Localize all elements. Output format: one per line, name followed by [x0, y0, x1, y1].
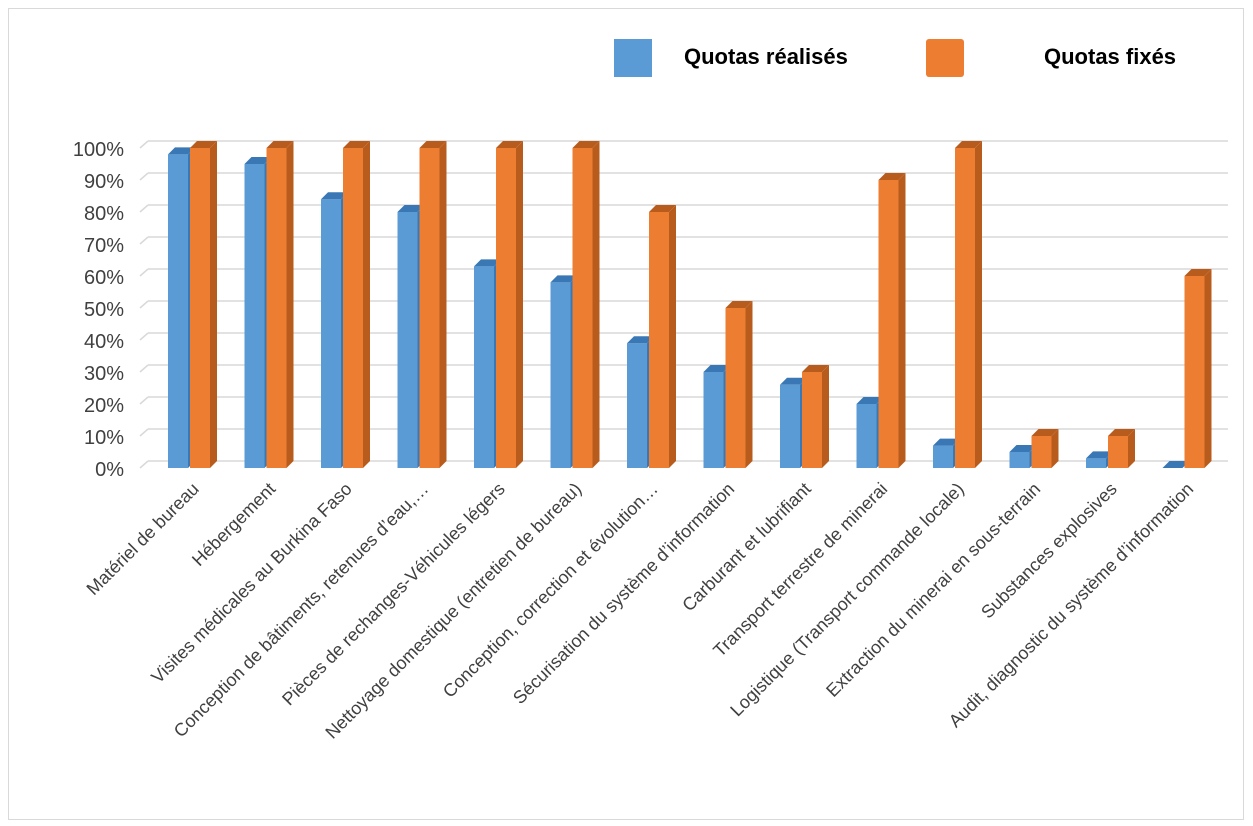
grid-line-depth: [139, 364, 149, 373]
x-tick-label: Carburant et lubrifiant: [678, 479, 815, 616]
legend-label-fixed: Quotas fixés: [1044, 44, 1177, 69]
y-tick-label: 40%: [84, 331, 124, 353]
y-tick-label: 80%: [84, 203, 124, 225]
grid-line-depth: [139, 236, 149, 245]
y-tick-label: 0%: [95, 459, 124, 481]
bar-fixed: [802, 365, 829, 468]
y-tick-label: 60%: [84, 267, 124, 289]
bars: [168, 141, 1212, 468]
bar-fixed: [878, 173, 906, 468]
bar-realised: [1162, 461, 1190, 468]
bar-fixed: [419, 141, 447, 468]
legend: Quotas réalisés Quotas fixés: [614, 38, 1234, 82]
y-tick-label: 30%: [84, 363, 124, 385]
y-tick-label: 100%: [73, 139, 124, 161]
grid-line-depth: [139, 140, 149, 149]
legend-label-realised: Quotas réalisés: [684, 44, 848, 69]
legend-swatch-fixed: [926, 39, 964, 77]
bar-fixed: [955, 141, 982, 468]
bar-fixed: [343, 141, 370, 468]
bar-fixed: [496, 141, 523, 468]
bar-fixed: [190, 141, 217, 468]
grid-line-depth: [139, 204, 149, 213]
grid-line-depth: [139, 396, 149, 405]
y-tick-label: 50%: [84, 299, 124, 321]
bar-fixed: [572, 141, 600, 468]
x-tick-label: Matériel de bureau: [83, 479, 203, 599]
grid-line-depth: [139, 428, 149, 437]
y-tick-label: 90%: [84, 171, 124, 193]
chart-frame: [8, 8, 1244, 820]
y-tick-label: 20%: [84, 395, 124, 417]
bar-fixed: [266, 141, 294, 468]
grid-line-depth: [139, 268, 149, 277]
bar-fixed: [725, 301, 753, 468]
y-tick-label: 10%: [84, 427, 124, 449]
bar-fixed: [1184, 269, 1212, 468]
x-tick-label: Substances explosives: [977, 479, 1121, 623]
y-tick-label: 70%: [84, 235, 124, 257]
grid-line-depth: [139, 300, 149, 309]
bar-fixed: [1031, 429, 1059, 468]
grid-line-depth: [139, 460, 149, 469]
bar-fixed: [649, 205, 676, 468]
grid-lines: [139, 140, 1228, 469]
bar-fixed: [1108, 429, 1135, 468]
x-tick-label: Nettoyage domestique (entretien de burea…: [321, 479, 585, 743]
grid-line-depth: [139, 332, 149, 341]
grid-line-depth: [139, 172, 149, 181]
legend-swatch-realised: [614, 39, 652, 77]
y-axis-ticks: 0% 10% 20% 30% 40% 50% 60% 70% 80% 90% 100%: [73, 139, 124, 481]
